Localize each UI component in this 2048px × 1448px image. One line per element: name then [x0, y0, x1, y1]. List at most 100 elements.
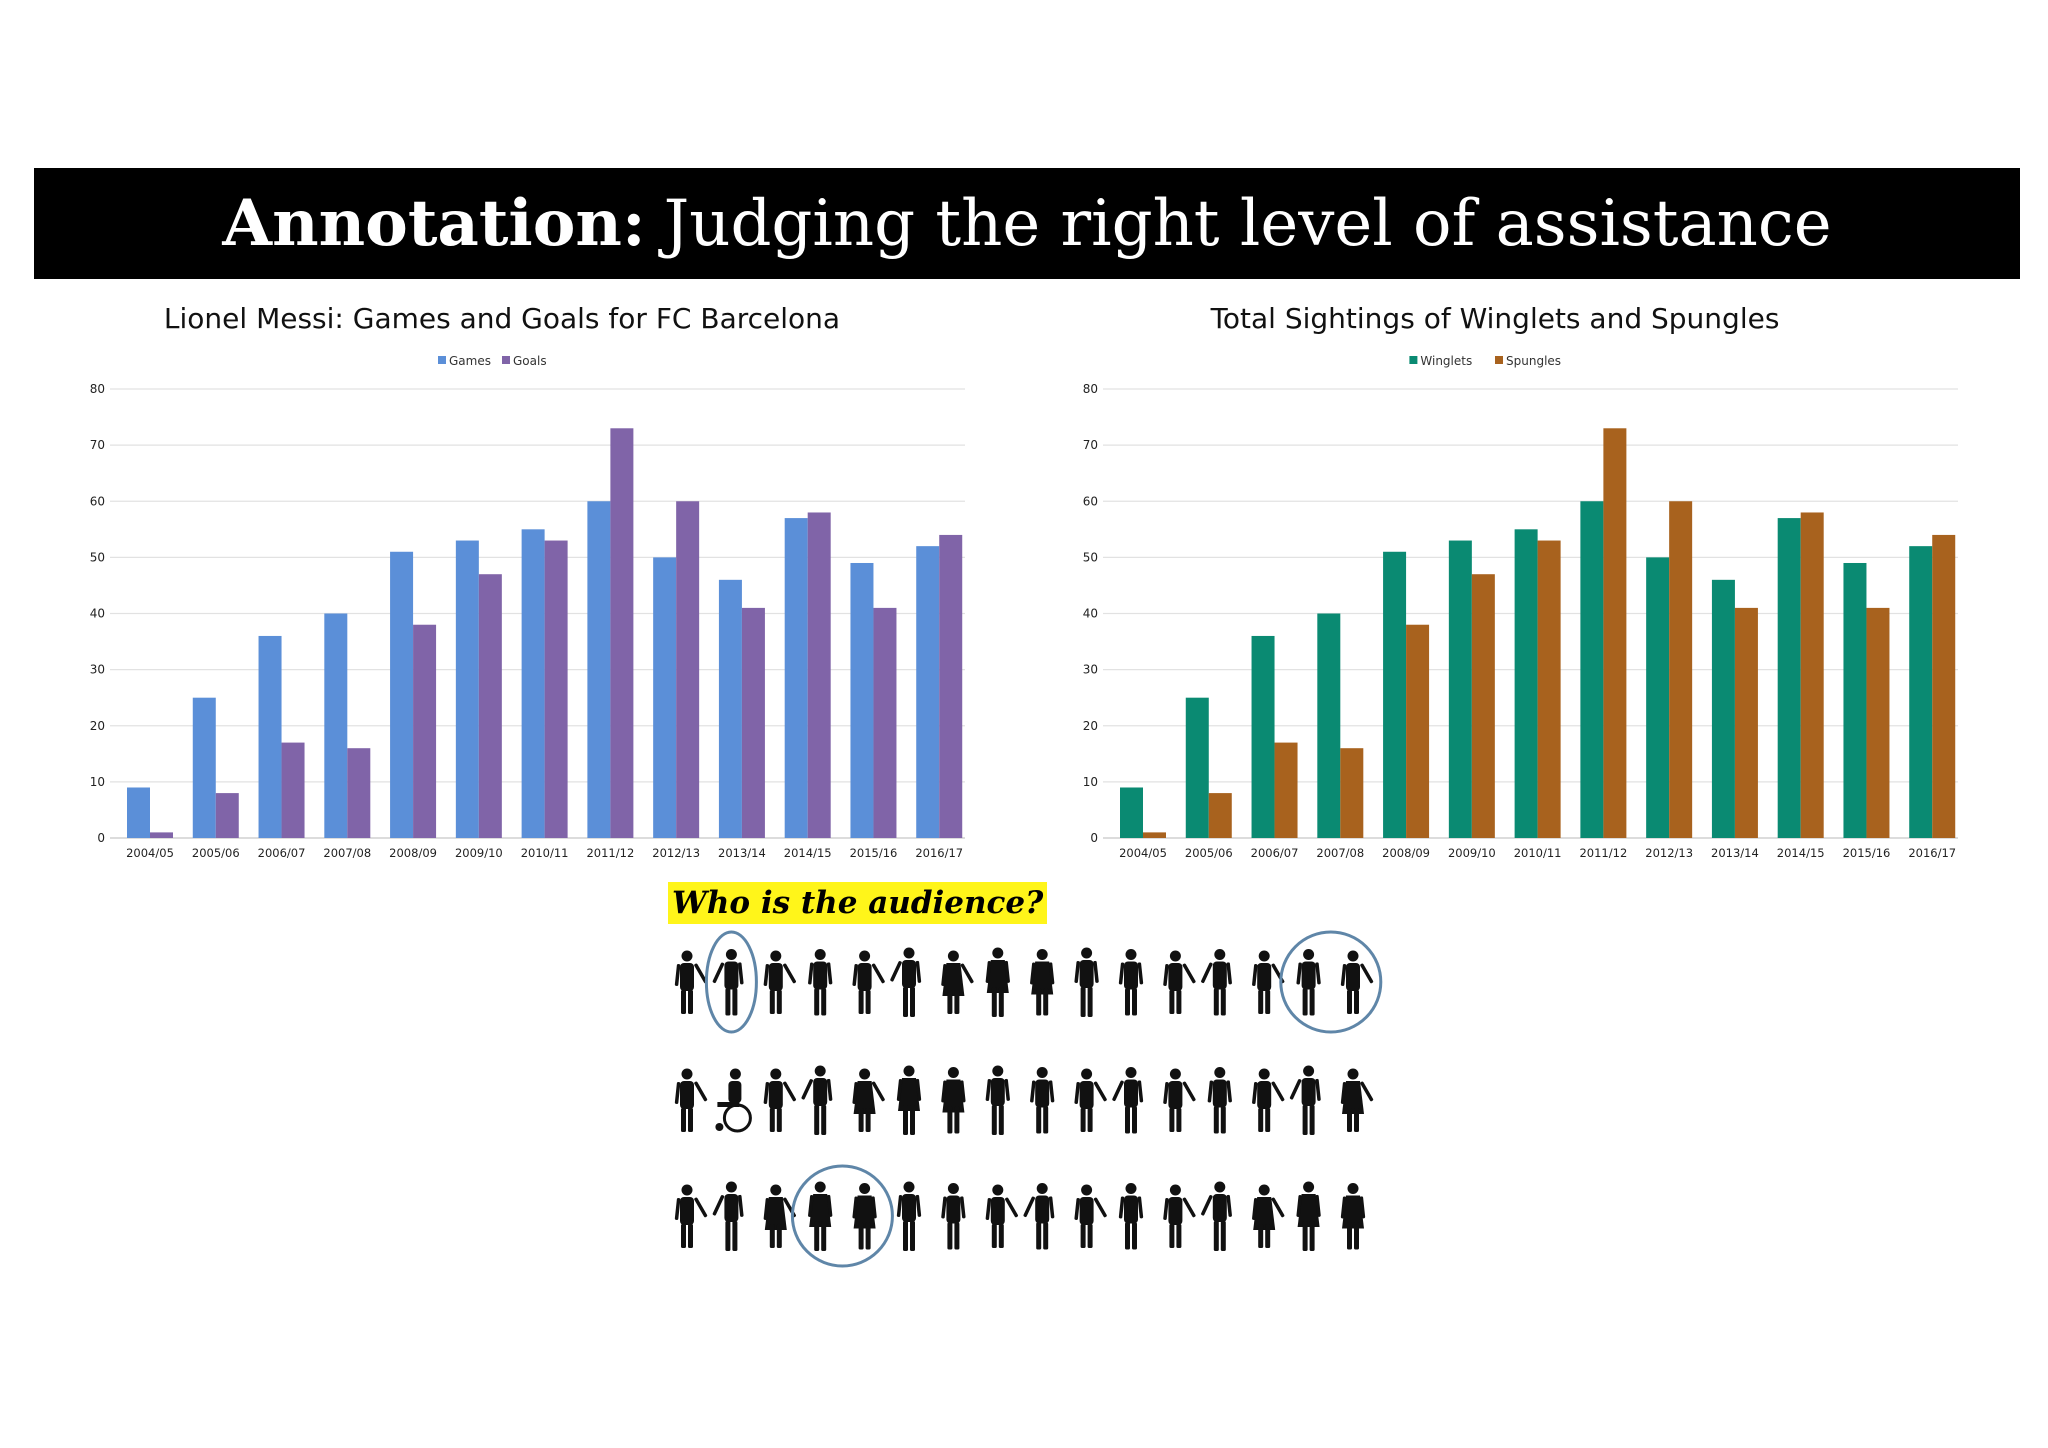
person-silhouette: [1289, 1065, 1321, 1135]
bar-games-2011-12: [587, 501, 611, 838]
person-silhouette: [852, 1068, 885, 1132]
bar-goals-2013-14: [741, 607, 765, 838]
person-silhouette: [1296, 1181, 1321, 1251]
legend-swatch-winglets: [1409, 356, 1418, 364]
legend-swatch-spungles: [1495, 356, 1503, 364]
chart-title: Lionel Messi: Games and Goals for FC Bar…: [164, 302, 840, 335]
person-silhouette: [1201, 1181, 1232, 1251]
bar-winglets-2010-11: [1514, 529, 1538, 838]
bar-spungles-2015-16: [1866, 607, 1890, 838]
bar-winglets-2011-12: [1580, 501, 1604, 838]
person-silhouette: [1074, 947, 1099, 1017]
person-silhouette: [985, 947, 1010, 1017]
audience-label: Who is the audience?: [668, 882, 1048, 924]
legend-swatch-games: [438, 356, 446, 364]
bar-games-2012-13: [653, 557, 677, 838]
bar-goals-2007-08: [347, 748, 371, 838]
highlight-circle: [704, 930, 758, 1034]
person-silhouette: [890, 947, 922, 1017]
bar-spungles-2005-06: [1208, 793, 1232, 838]
bar-spungles-2007-08: [1340, 748, 1364, 838]
person-silhouette: [941, 950, 974, 1014]
audience-crowd: [674, 930, 1383, 1268]
highlight-circle: [790, 1164, 894, 1268]
bar-winglets-2016-17: [1909, 546, 1933, 838]
person-silhouette: [941, 1067, 966, 1134]
bar-games-2009-10: [455, 540, 479, 838]
bar-winglets-2014-15: [1777, 518, 1801, 838]
legend-label-goals: Goals: [513, 354, 547, 368]
y-tick-label: 80: [90, 382, 105, 396]
title-text: Judging the right level of assistance: [663, 186, 1832, 261]
wheelchair-icon: [715, 1068, 752, 1133]
person-silhouette: [985, 1184, 1018, 1248]
highlight-circle: [1279, 930, 1383, 1034]
y-tick-label: 40: [1083, 607, 1098, 621]
x-tick-label: 2006/07: [258, 846, 306, 860]
chart-title: Total Sightings of Winglets and Spungles: [1210, 302, 1780, 335]
bar-winglets-2006-07: [1251, 635, 1275, 838]
bar-goals-2012-13: [676, 501, 700, 838]
x-tick-label: 2004/05: [126, 846, 174, 860]
x-tick-label: 2004/05: [1119, 846, 1167, 860]
person-silhouette: [763, 950, 796, 1014]
person-silhouette: [985, 1065, 1010, 1135]
legend-label-games: Games: [449, 354, 491, 368]
x-tick-label: 2016/17: [1908, 846, 1956, 860]
bar-goals-2016-17: [939, 534, 963, 838]
bar-goals-2008-09: [413, 624, 437, 838]
bar-goals-2004-05: [150, 832, 173, 838]
legend-label-spungles: Spungles: [1506, 354, 1561, 368]
bar-games-2007-08: [324, 613, 348, 838]
bar-winglets-2007-08: [1317, 613, 1341, 838]
person-silhouette: [1112, 1067, 1144, 1134]
x-tick-label: 2006/07: [1251, 846, 1299, 860]
bar-goals-2014-15: [807, 512, 831, 838]
bar-games-2006-07: [258, 635, 282, 838]
bar-spungles-2012-13: [1669, 501, 1693, 838]
person-silhouette: [1207, 1067, 1232, 1134]
x-tick-label: 2010/11: [521, 846, 569, 860]
bar-spungles-2014-15: [1800, 512, 1824, 838]
bar-spungles-2004-05: [1143, 832, 1166, 838]
y-tick-label: 0: [97, 831, 105, 845]
x-tick-label: 2015/16: [1843, 846, 1891, 860]
legend-swatch-goals: [502, 356, 510, 364]
person-silhouette: [1340, 1183, 1366, 1250]
person-silhouette: [712, 949, 744, 1016]
person-silhouette: [852, 950, 885, 1014]
person-silhouette: [1340, 950, 1374, 1014]
person-silhouette: [1252, 1184, 1285, 1248]
x-tick-label: 2009/10: [455, 846, 503, 860]
bar-games-2015-16: [850, 562, 874, 838]
bar-goals-2015-16: [873, 607, 897, 838]
bar-games-2010-11: [521, 529, 545, 838]
bar-spungles-2008-09: [1406, 624, 1430, 838]
person-silhouette: [1074, 1068, 1107, 1132]
x-tick-label: 2011/12: [1579, 846, 1627, 860]
bar-winglets-2015-16: [1843, 562, 1867, 838]
person-silhouette: [1340, 1068, 1374, 1132]
person-silhouette: [1030, 949, 1055, 1016]
x-tick-label: 2012/13: [652, 846, 700, 860]
x-tick-label: 2005/06: [1185, 846, 1233, 860]
person-silhouette: [674, 950, 708, 1014]
person-silhouette: [1296, 949, 1321, 1016]
person-silhouette: [1118, 949, 1144, 1016]
person-silhouette: [1163, 950, 1196, 1014]
y-tick-label: 80: [1083, 382, 1098, 396]
legend: Games Goals: [438, 354, 547, 368]
title-bold: Annotation:: [222, 186, 646, 261]
bar-spungles-2011-12: [1603, 428, 1627, 838]
person-silhouette: [808, 1181, 833, 1251]
chart-winglets-spungles: Total Sightings of Winglets and Spungles…: [1083, 302, 1958, 860]
person-silhouette: [1074, 1184, 1107, 1248]
y-tick-label: 0: [1090, 831, 1098, 845]
x-tick-label: 2013/14: [1711, 846, 1759, 860]
bar-winglets-2008-09: [1383, 551, 1407, 838]
y-tick-label: 50: [90, 550, 105, 564]
x-tick-label: 2005/06: [192, 846, 240, 860]
bar-winglets-2013-14: [1711, 579, 1735, 838]
x-tick-label: 2012/13: [1645, 846, 1693, 860]
x-tick-label: 2014/15: [1777, 846, 1825, 860]
